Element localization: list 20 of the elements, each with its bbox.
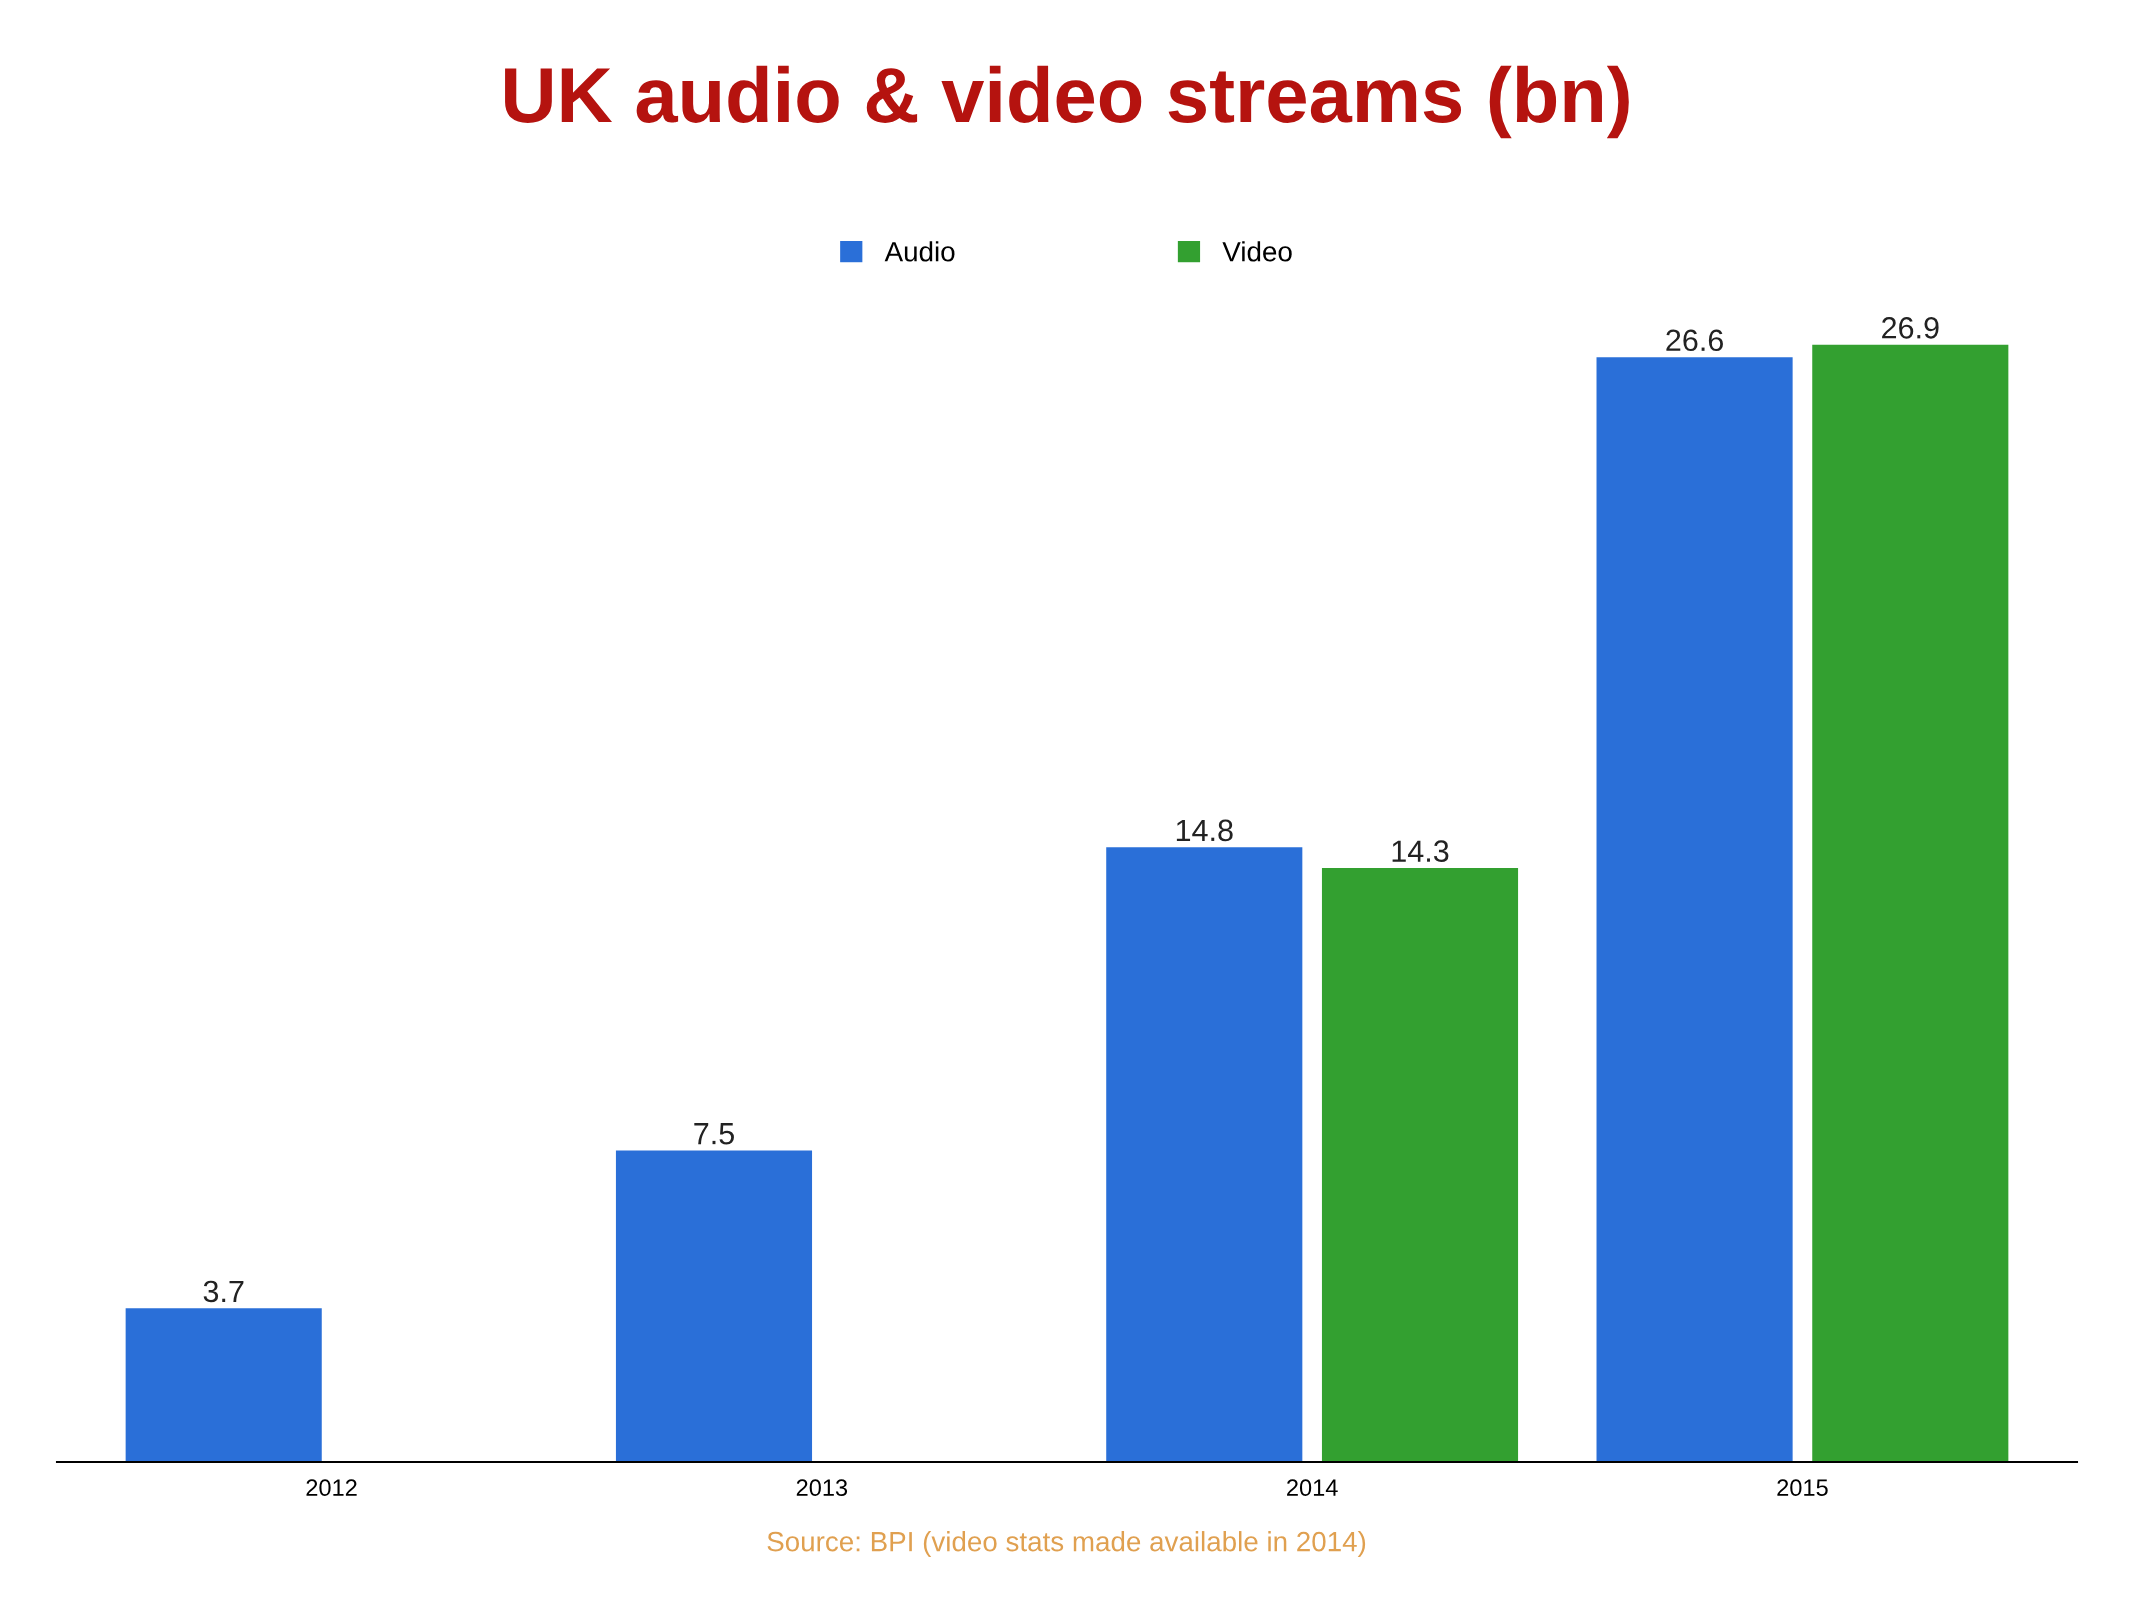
data-label: 14.8 <box>1176 819 1233 842</box>
source-note: Source: BPI (video stats made available in 2014) <box>767 1531 1366 1557</box>
legend-label: Audio <box>884 241 955 262</box>
data-label: 26.9 <box>1882 317 1939 339</box>
x-tick-label: 2014 <box>1287 1479 1338 1497</box>
bar <box>1106 847 1303 1462</box>
bar <box>615 1150 813 1462</box>
x-tick-label: 2015 <box>1777 1479 1828 1497</box>
x-tick-label: 2012 <box>306 1479 357 1497</box>
data-label: 14.3 <box>1392 840 1449 862</box>
bar <box>1321 868 1519 1462</box>
bar <box>125 1308 322 1462</box>
data-label: 3.7 <box>203 1280 244 1303</box>
data-label: 7.5 <box>694 1123 734 1145</box>
legend-label: Video <box>1222 241 1292 262</box>
bar <box>1812 344 2009 1462</box>
chart-title: UK audio & video streams (bn) <box>505 65 1629 139</box>
x-tick-label: 2013 <box>796 1479 848 1497</box>
data-label: 26.6 <box>1666 329 1723 352</box>
bar <box>1596 357 1793 1462</box>
